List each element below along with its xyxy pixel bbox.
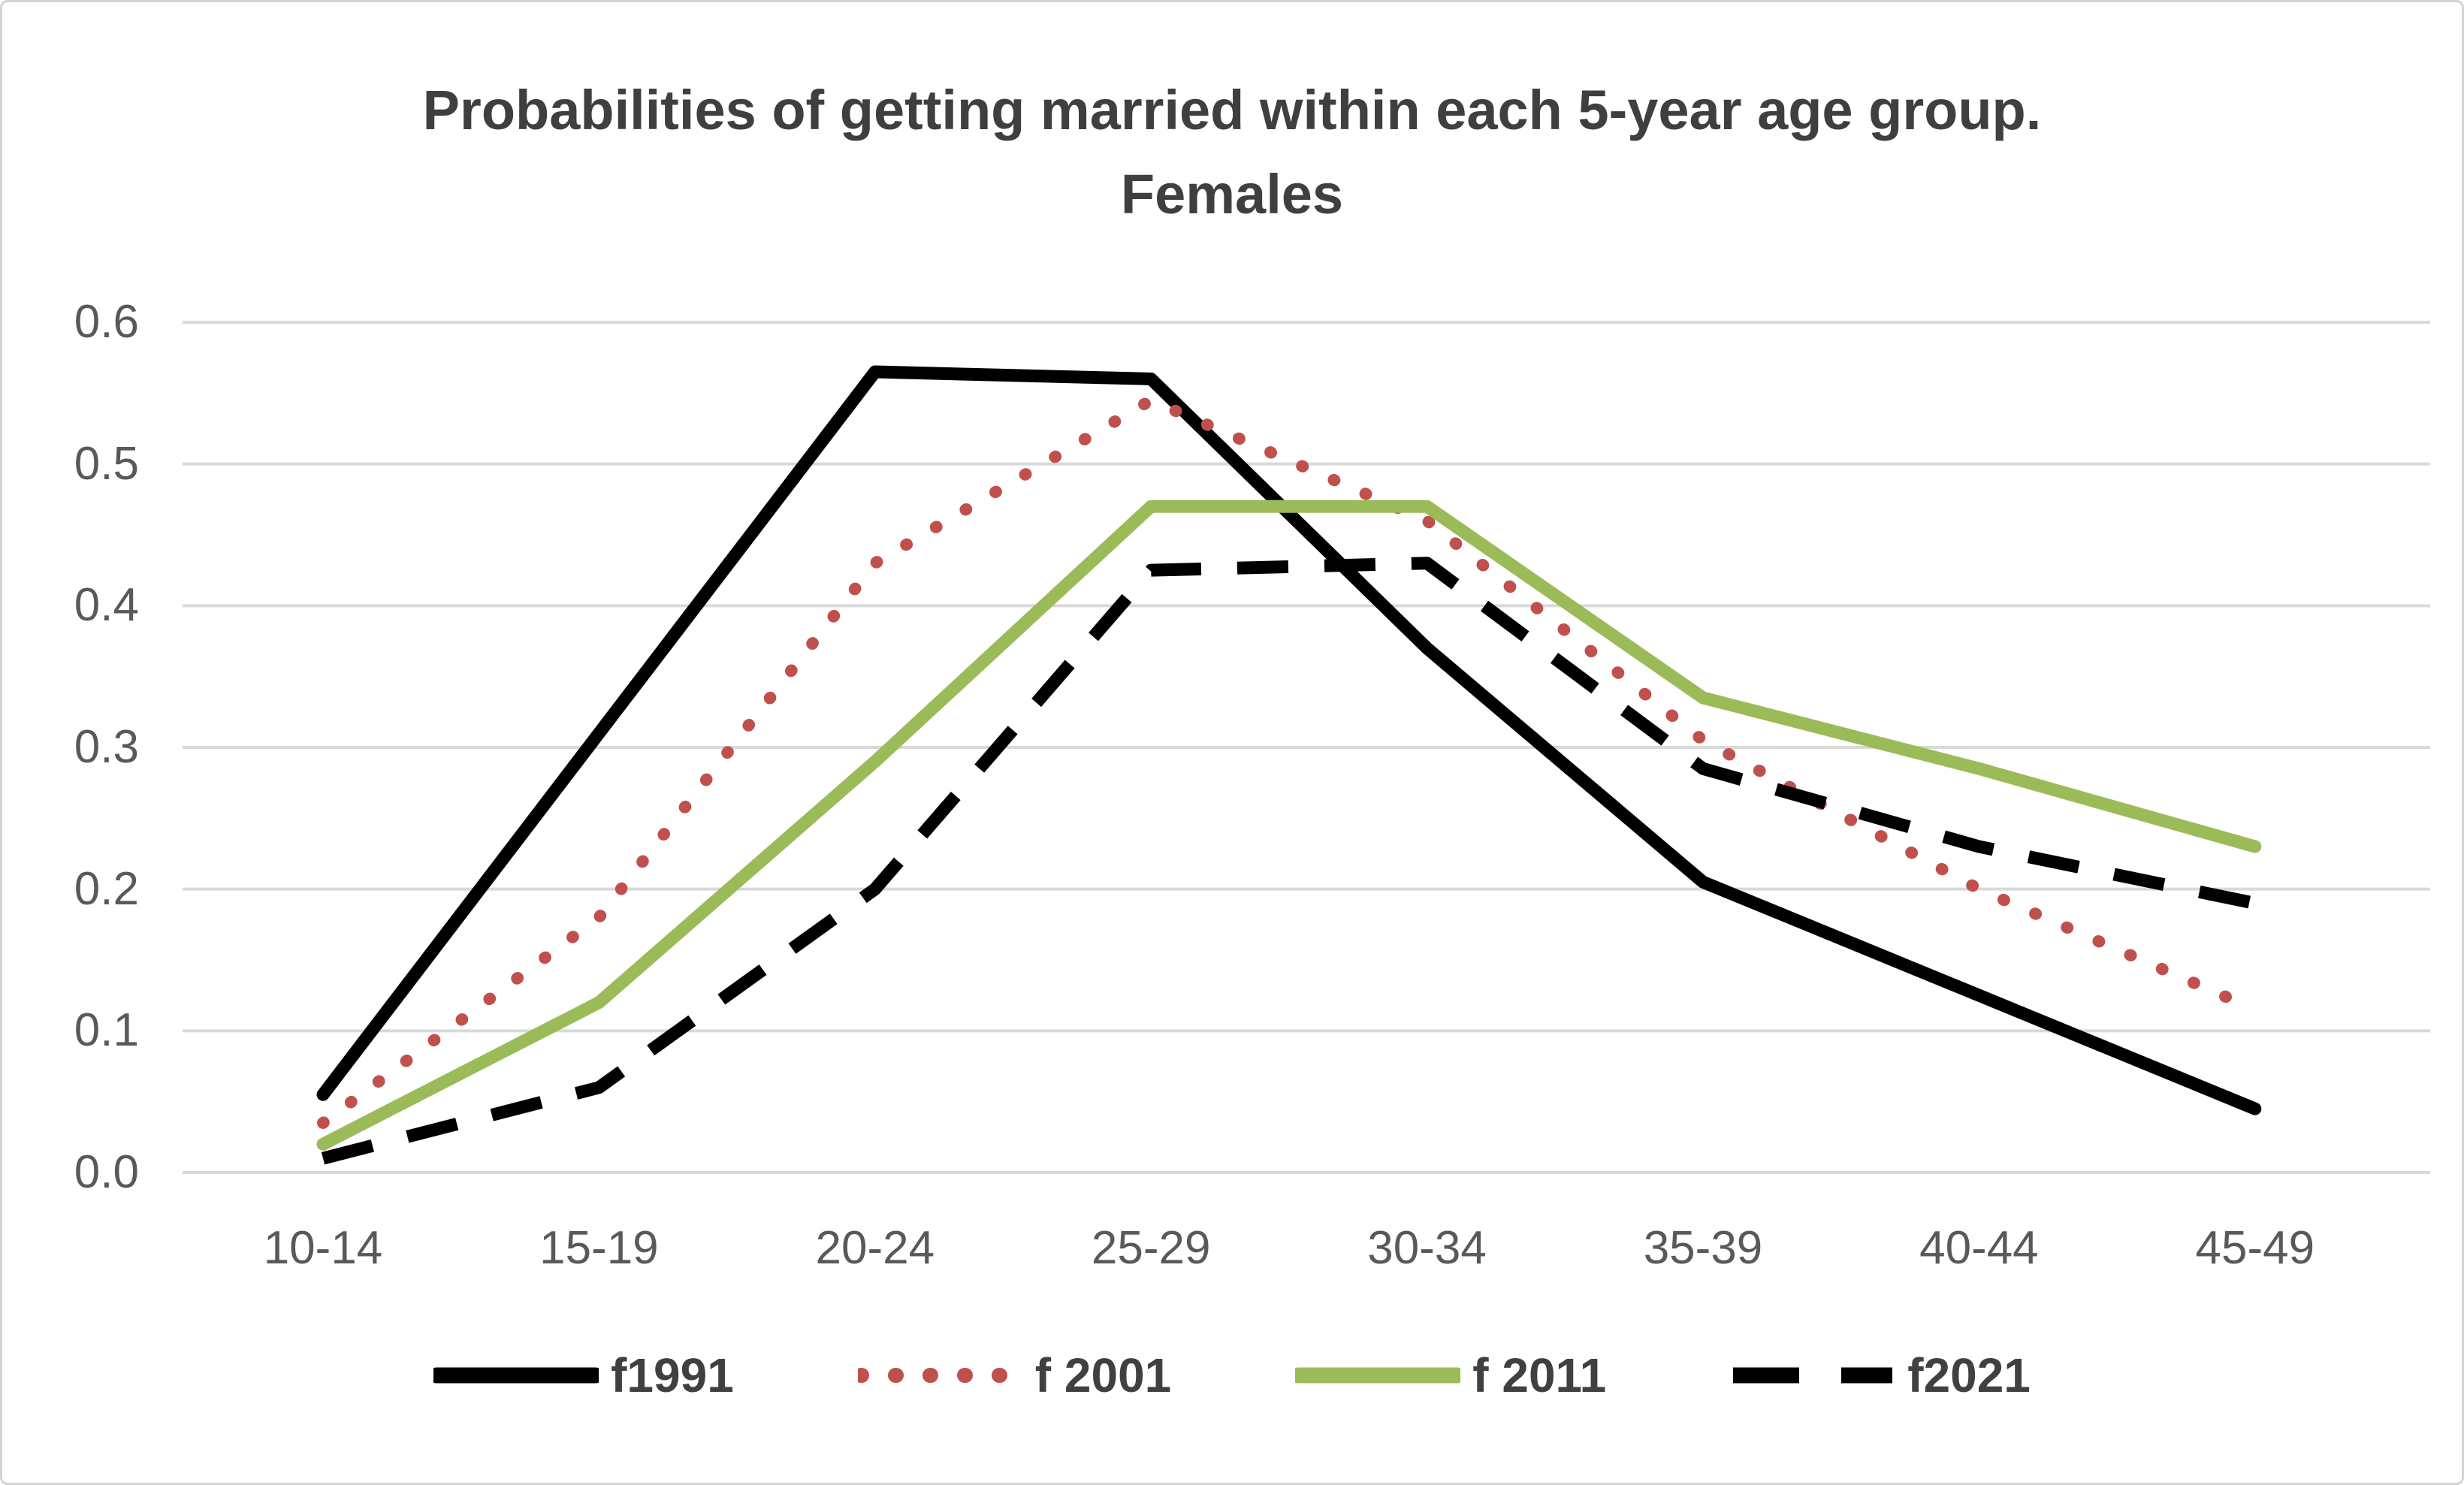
legend-swatch-solid-icon [1295,1367,1461,1384]
y-tick-label: 0.1 [74,1004,139,1057]
legend-item-f2021: f2021 [1730,1351,2031,1399]
y-tick-label: 0.6 [74,296,139,348]
x-tick-label: 20-24 [815,1222,935,1274]
series-line-f1991 [316,365,2262,1115]
series-line-f2011 [316,500,2262,1151]
y-tick-label: 0.3 [74,721,139,773]
chart-title-line1: Probabilities of getting married within … [422,79,2042,141]
x-tick-label: 10-14 [263,1222,383,1274]
legend-label: f 2001 [1034,1348,1172,1402]
y-tick-label: 0.2 [74,862,139,915]
legend-swatch-solid-icon [433,1367,599,1384]
legend-label: f2021 [1907,1348,2031,1402]
x-tick-label: 40-44 [1919,1222,2039,1274]
chart-title: Probabilities of getting married within … [2,68,2462,237]
y-tick-label: 0.0 [74,1146,139,1198]
x-tick-label: 35-39 [1643,1222,1763,1274]
series-lines [316,365,2262,1165]
x-tick-label: 30-34 [1367,1222,1487,1274]
series-line-f2001 [317,394,2261,1129]
chart-title-line2: Females [1120,163,1344,225]
legend-item-f2011: f 2011 [1295,1351,1606,1399]
legend-swatch-dotted-icon [857,1368,1023,1383]
legend-label: f1991 [611,1348,734,1402]
x-tick-label: 15-19 [539,1222,659,1274]
legend-swatch-dashed-icon [1733,1367,1893,1384]
series-line-f2021 [321,557,2257,1165]
legend-item-f1991: f1991 [433,1351,734,1399]
x-tick-label: 45-49 [2195,1222,2315,1274]
x-tick-label: 25-29 [1091,1222,1211,1274]
gridlines [183,321,2430,1174]
y-tick-label: 0.5 [74,437,139,490]
y-tick-label: 0.4 [74,579,139,632]
legend-item-f2001: f 2001 [857,1348,1172,1402]
legend: f1991 f 2001 f 2011 f2021 [2,1351,2462,1399]
legend-label: f 2011 [1472,1348,1607,1402]
